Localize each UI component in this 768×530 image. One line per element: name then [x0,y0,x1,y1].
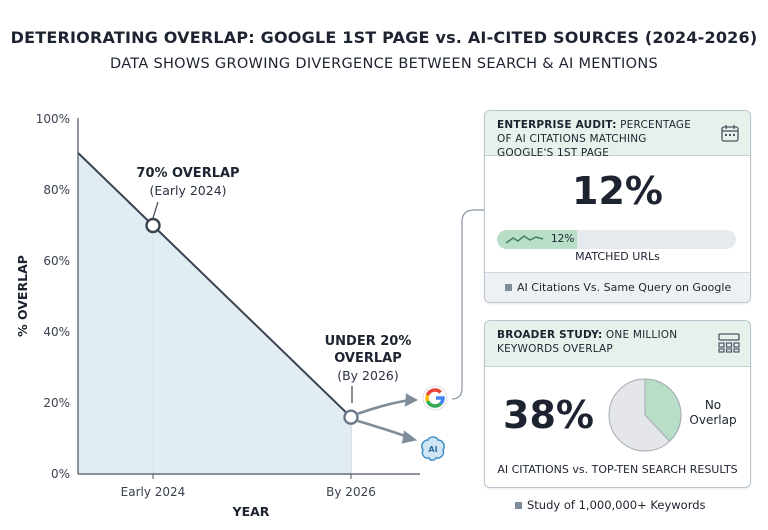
progress-fill [497,230,578,249]
legend-square-icon [515,502,522,509]
overlap-pie-chart [608,378,682,452]
card-header: ENTERPRISE AUDIT: PERCENTAGE OF AI CITAT… [485,111,750,159]
ai-brain-icon: AI [421,436,445,461]
card-header-text: ONE MILLION KEYWORDS OVERLAP [497,329,678,355]
pie-label-line-1: No [704,398,722,412]
card-header: BROADER STUDY: ONE MILLION KEYWORDS OVER… [485,321,750,367]
x-tick-labels: Early 2024 By 2026 [121,474,376,499]
annotation-leader [152,201,159,219]
card-footer: AI Citations Vs. Same Query on Google [485,272,750,302]
legend-text: Study of 1,000,000+ Keywords [527,498,706,512]
chart-subtitle: DATA SHOWS GROWING DIVERGENCE BETWEEN SE… [110,56,658,72]
arrow-to-ai [356,419,418,444]
calendar-icon [721,125,739,142]
svg-text:AI: AI [428,445,437,454]
audit-caption: MATCHED URLs [575,250,660,263]
data-points [145,217,359,425]
x-axis-label: YEAR [232,504,270,519]
annotations: 70% OVERLAP (Early 2024) UNDER 20% OVERLAP (… [136,166,411,403]
y-tick-label: 20% [43,396,70,410]
audit-value: 12% [572,169,663,213]
arrow-to-google [355,393,419,416]
card-header-text: PERCENTAGE OF AI CITATIONS MATCHING GOOG… [497,119,692,159]
overlap-area [78,152,351,475]
annotation-title: UNDER 20% [325,334,412,349]
footer-text: AI Citations Vs. Same Query on Google [517,281,732,294]
y-tick-label: 60% [43,254,70,268]
progress-label: 12% [551,233,575,245]
overlap-line [77,152,352,418]
study-caption: AI CITATIONS vs. TOP-TEN SEARCH RESULTS [497,463,738,476]
pie-label-line-2: Overlap [689,413,737,427]
card-header-bold: BROADER STUDY: [497,329,603,341]
data-point [343,409,359,425]
chart-title: DETERIORATING OVERLAP: GOOGLE 1ST PAGE v… [10,28,758,47]
data-point [145,217,161,234]
annotation-title: OVERLAP [334,351,402,366]
grid-icon [718,333,740,353]
match-progress-bar: 12% [497,230,736,249]
x-tick-label: Early 2024 [121,485,186,499]
y-tick-label: 0% [51,467,70,481]
enterprise-audit-card: ENTERPRISE AUDIT: PERCENTAGE OF AI CITAT… [484,110,751,303]
card-header-bold: ENTERPRISE AUDIT: [497,119,617,131]
sparkline-icon [505,235,544,244]
footer-square-icon [505,284,512,291]
annotation-title: 70% OVERLAP [136,166,239,181]
broader-study-card: BROADER STUDY: ONE MILLION KEYWORDS OVER… [484,320,751,488]
x-tick-label: By 2026 [326,485,376,499]
y-tick-label: 100% [36,112,70,126]
annotation-sub: (Early 2024) [149,183,226,198]
google-icon [422,385,448,411]
y-tick-label: 80% [43,183,70,197]
y-tick-labels: 0% 20% 40% 60% 80% 100% [36,112,70,481]
y-tick-label: 40% [43,325,70,339]
study-value: 38% [503,393,594,437]
connector-line [451,209,484,400]
pie-slice-overlap [644,378,682,442]
y-axis-label: % OVERLAP [15,255,30,337]
pie-label: No Overlap [683,398,743,428]
annotation-sub: (By 2026) [337,368,399,383]
